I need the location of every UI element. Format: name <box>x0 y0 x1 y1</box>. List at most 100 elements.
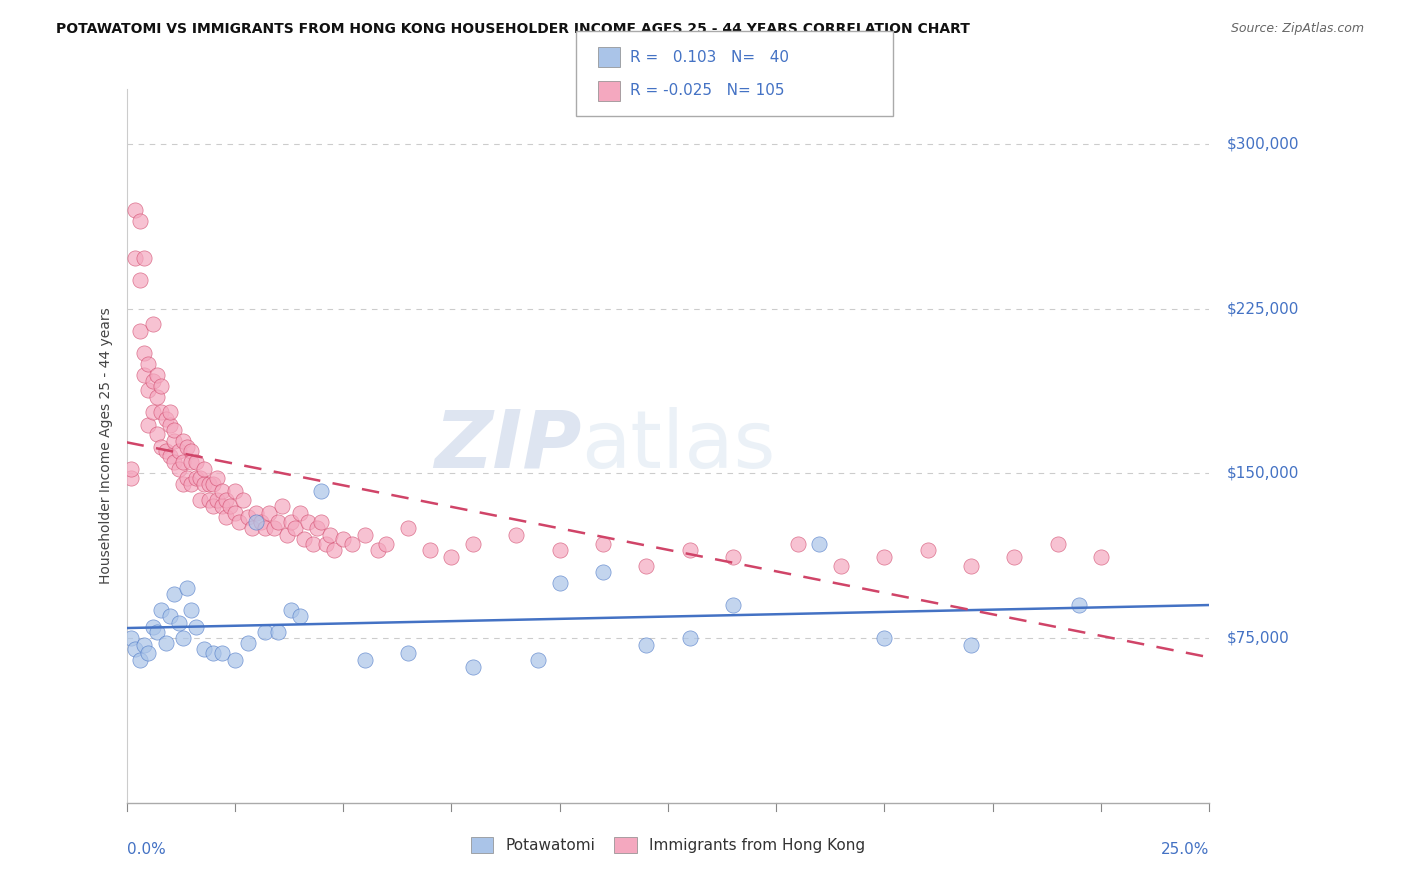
Point <box>172 631 194 645</box>
Point <box>280 515 302 529</box>
Point <box>332 533 354 547</box>
Point <box>128 653 150 667</box>
Point <box>353 528 375 542</box>
Point <box>960 558 983 573</box>
Point <box>224 506 246 520</box>
Point <box>202 500 225 514</box>
Point <box>288 609 311 624</box>
Point <box>280 602 302 616</box>
Point <box>267 624 290 639</box>
Point <box>276 528 298 542</box>
Point <box>176 471 198 485</box>
Point <box>184 471 207 485</box>
Point <box>188 471 211 485</box>
Point <box>1069 598 1091 612</box>
Y-axis label: Householder Income Ages 25 - 44 years: Householder Income Ages 25 - 44 years <box>98 308 112 584</box>
Point <box>163 434 186 448</box>
Point <box>128 273 150 287</box>
Point <box>873 549 896 564</box>
Point <box>163 423 186 437</box>
Point <box>721 549 744 564</box>
Point <box>193 477 215 491</box>
Text: $150,000: $150,000 <box>1226 466 1299 481</box>
Point <box>808 537 831 551</box>
Point <box>211 483 233 498</box>
Point <box>224 483 246 498</box>
Point <box>232 492 254 507</box>
Point <box>721 598 744 612</box>
Point <box>124 642 146 657</box>
Point <box>159 418 181 433</box>
Point <box>146 426 169 441</box>
Point <box>132 345 155 359</box>
Point <box>150 602 173 616</box>
Point <box>592 537 614 551</box>
Point <box>245 506 267 520</box>
Point <box>124 202 146 217</box>
Point <box>141 374 163 388</box>
Point <box>207 471 229 485</box>
Point <box>461 659 484 673</box>
Point <box>636 638 658 652</box>
Point <box>215 510 238 524</box>
Point <box>136 647 159 661</box>
Point <box>159 405 181 419</box>
Text: 0.0%: 0.0% <box>127 842 166 857</box>
Point <box>319 528 342 542</box>
Point <box>155 635 177 649</box>
Point <box>367 543 389 558</box>
Point <box>259 506 281 520</box>
Text: $75,000: $75,000 <box>1226 631 1289 646</box>
Point <box>207 492 229 507</box>
Point <box>202 647 225 661</box>
Point <box>249 515 271 529</box>
Point <box>167 462 190 476</box>
Point <box>1046 537 1069 551</box>
Point <box>307 521 329 535</box>
Point <box>527 653 550 667</box>
Point <box>396 647 419 661</box>
Point <box>263 521 285 535</box>
Point <box>120 471 142 485</box>
Point <box>311 483 333 498</box>
Point <box>184 455 207 469</box>
Point <box>375 537 398 551</box>
Point <box>146 368 169 382</box>
Point <box>461 537 484 551</box>
Point <box>288 506 311 520</box>
Point <box>1090 549 1112 564</box>
Point <box>917 543 939 558</box>
Point <box>167 615 190 630</box>
Text: Source: ZipAtlas.com: Source: ZipAtlas.com <box>1230 22 1364 36</box>
Text: $225,000: $225,000 <box>1226 301 1299 317</box>
Point <box>180 477 202 491</box>
Point <box>311 515 333 529</box>
Point <box>150 440 173 454</box>
Point <box>172 434 194 448</box>
Text: ZIP: ZIP <box>434 407 581 485</box>
Point <box>236 510 259 524</box>
Point <box>188 492 211 507</box>
Point <box>254 521 277 535</box>
Point <box>180 455 202 469</box>
Point <box>136 357 159 371</box>
Point <box>132 638 155 652</box>
Point <box>155 411 177 425</box>
Point <box>245 515 267 529</box>
Point <box>120 462 142 476</box>
Point <box>136 383 159 397</box>
Point <box>141 405 163 419</box>
Text: POTAWATOMI VS IMMIGRANTS FROM HONG KONG HOUSEHOLDER INCOME AGES 25 - 44 YEARS CO: POTAWATOMI VS IMMIGRANTS FROM HONG KONG … <box>56 22 970 37</box>
Point <box>180 602 202 616</box>
Point <box>128 324 150 338</box>
Point <box>419 543 441 558</box>
Point <box>297 515 319 529</box>
Point <box>172 455 194 469</box>
Point <box>198 492 221 507</box>
Point <box>141 620 163 634</box>
Point <box>301 537 323 551</box>
Point <box>193 462 215 476</box>
Point <box>211 500 233 514</box>
Point <box>254 624 277 639</box>
Point <box>150 405 173 419</box>
